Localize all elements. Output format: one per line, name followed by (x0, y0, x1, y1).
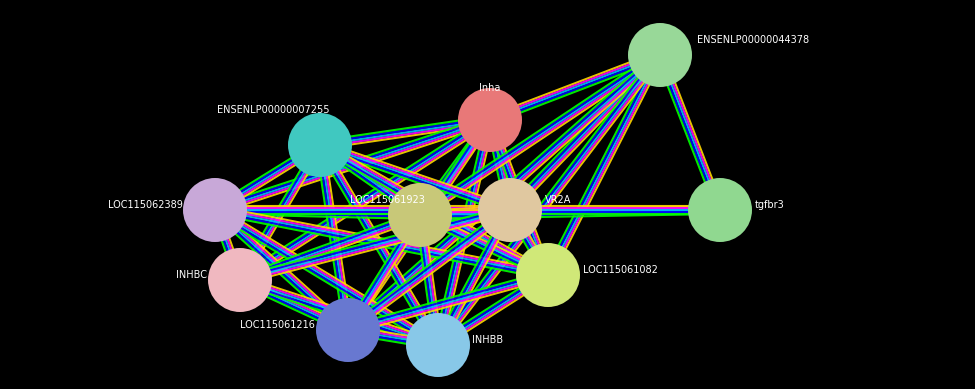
Circle shape (406, 313, 470, 377)
Text: LOC115062389: LOC115062389 (108, 200, 183, 210)
Circle shape (628, 23, 692, 87)
Text: tgfbr3: tgfbr3 (755, 200, 785, 210)
Text: INHBC: INHBC (176, 270, 207, 280)
Circle shape (208, 248, 272, 312)
Circle shape (516, 243, 580, 307)
Text: LOC115061082: LOC115061082 (583, 265, 658, 275)
Circle shape (458, 88, 522, 152)
Text: LOC115061216: LOC115061216 (240, 320, 315, 330)
Circle shape (388, 183, 452, 247)
Circle shape (478, 178, 542, 242)
Text: Inha: Inha (480, 83, 501, 93)
Circle shape (183, 178, 247, 242)
Text: VR2A: VR2A (545, 195, 571, 205)
Text: LOC115061923: LOC115061923 (350, 195, 424, 205)
Circle shape (288, 113, 352, 177)
Circle shape (316, 298, 380, 362)
Text: INHBB: INHBB (472, 335, 503, 345)
Circle shape (688, 178, 752, 242)
Text: ENSENLP00000007255: ENSENLP00000007255 (217, 105, 330, 115)
Text: ENSENLP00000044378: ENSENLP00000044378 (697, 35, 809, 45)
